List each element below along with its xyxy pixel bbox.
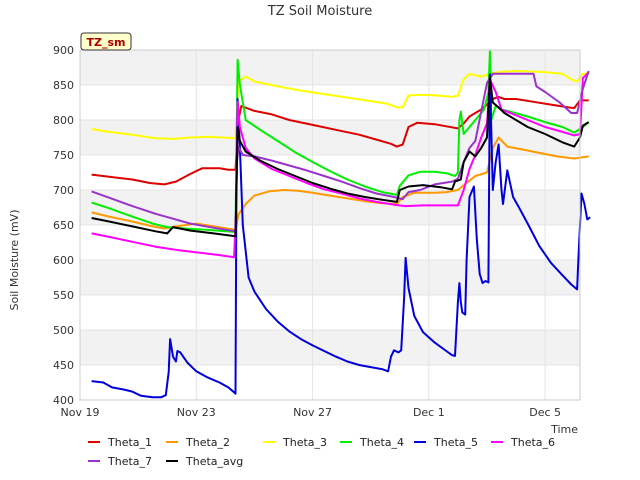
- chart-title: TZ Soil Moisture: [267, 4, 373, 19]
- plot-band: [80, 330, 580, 365]
- plot-band: [80, 225, 580, 260]
- x-tick-label: Nov 23: [177, 406, 216, 419]
- series-line-theta-1: [91, 95, 589, 186]
- legend-label-theta-1: Theta_1: [107, 436, 152, 449]
- y-tick-label: 400: [53, 394, 74, 407]
- legend-label-theta-4: Theta_4: [359, 436, 404, 449]
- x-tick-label: Nov 19: [61, 406, 100, 419]
- y-tick-label: 850: [53, 79, 74, 92]
- legend-label-theta-avg: Theta_avg: [185, 455, 243, 468]
- x-tick-label: Dec 1: [413, 406, 445, 419]
- legend-label-theta-2: Theta_2: [185, 436, 230, 449]
- series-line-theta-7: [91, 70, 590, 233]
- plot-frame: [79, 49, 581, 401]
- y-tick-label: 700: [53, 184, 74, 197]
- series-lines: [91, 50, 591, 399]
- y-tick-label: 800: [53, 114, 74, 127]
- plot-band: [80, 260, 580, 295]
- x-tick-label: Dec 5: [529, 406, 561, 419]
- series-line-theta-2: [91, 136, 589, 231]
- y-tick-label: 600: [53, 254, 74, 267]
- plot-band: [80, 50, 580, 85]
- x-tick-labels: Nov 19 Nov 23 Nov 27 Dec 1 Dec 5: [61, 406, 561, 419]
- y-axis-title: Soil Moisture (mV): [8, 210, 21, 311]
- y-tick-label: 750: [53, 149, 74, 162]
- plot-band: [80, 120, 580, 155]
- y-tick-label: 900: [53, 44, 74, 57]
- y-tick-label: 500: [53, 324, 74, 337]
- legend-label-theta-6: Theta_6: [510, 436, 555, 449]
- y-tick-label: 650: [53, 219, 74, 232]
- badge-label: TZ_sm: [87, 36, 126, 49]
- badge-box: [80, 32, 132, 51]
- y-tick-label: 550: [53, 289, 74, 302]
- plot-band: [80, 295, 580, 330]
- y-tick-labels: 400 450 500 550 600 650 700 750 800 850 900: [53, 44, 74, 407]
- plot-background: [80, 50, 580, 400]
- plot-band: [80, 365, 580, 400]
- legend: Theta_1 Theta_2 Theta_3 Theta_4 Theta_5 Theta…: [88, 436, 555, 468]
- series-line-theta-3: [91, 70, 589, 140]
- y-tick-label: 450: [53, 359, 74, 372]
- series-line-theta-5: [91, 73, 591, 399]
- series-line-theta-avg: [91, 75, 590, 238]
- badge: TZ_sm: [80, 32, 132, 51]
- axes: [79, 49, 581, 401]
- legend-label-theta-7: Theta_7: [107, 455, 152, 468]
- legend-label-theta-3: Theta_3: [282, 436, 327, 449]
- series-line-theta-6: [91, 71, 590, 259]
- legend-label-theta-5: Theta_5: [433, 436, 478, 449]
- plot-band: [80, 85, 580, 120]
- x-tick-label: Nov 27: [293, 406, 332, 419]
- x-axis-title: Time: [550, 423, 578, 436]
